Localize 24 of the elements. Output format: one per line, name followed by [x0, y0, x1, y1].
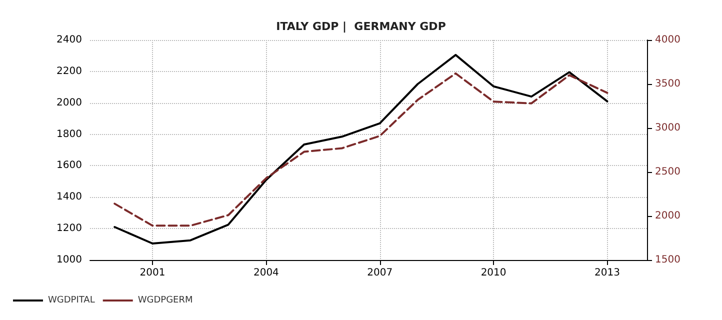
- y2-tick-label: 3500: [655, 78, 680, 90]
- x-tick-label: 2004: [253, 268, 279, 278]
- legend-label: WGDPGERM: [138, 296, 193, 306]
- line-series: [114, 72, 608, 227]
- chart-title: ITALY GDP | GERMANY GDP: [276, 20, 446, 33]
- y-tick-label: 2000: [56, 97, 82, 108]
- y-tick-label: 1200: [56, 223, 82, 234]
- y-tick-label: 2400: [56, 34, 82, 46]
- x-tick-label: 2010: [480, 268, 506, 278]
- y2-tick-label: 2500: [655, 166, 680, 178]
- y-tick-label: 1400: [56, 192, 82, 203]
- y2-tick-label: 1500: [655, 254, 680, 266]
- y2-tick-label: 2000: [655, 210, 680, 222]
- legend-label: WGDPITAL: [48, 296, 95, 306]
- y-tick-label: 2200: [56, 66, 82, 77]
- y2-tick-label: 4000: [655, 34, 680, 46]
- y-tick-label: 1800: [56, 128, 82, 140]
- line-series: [114, 54, 608, 244]
- y-tick-label: 1600: [56, 160, 82, 172]
- x-tick-label: 2013: [594, 268, 620, 278]
- x-tick-label: 2001: [140, 268, 166, 278]
- y-tick-label: 1000: [56, 254, 82, 266]
- y2-tick-label: 3000: [655, 122, 680, 134]
- x-tick-label: 2007: [367, 268, 393, 278]
